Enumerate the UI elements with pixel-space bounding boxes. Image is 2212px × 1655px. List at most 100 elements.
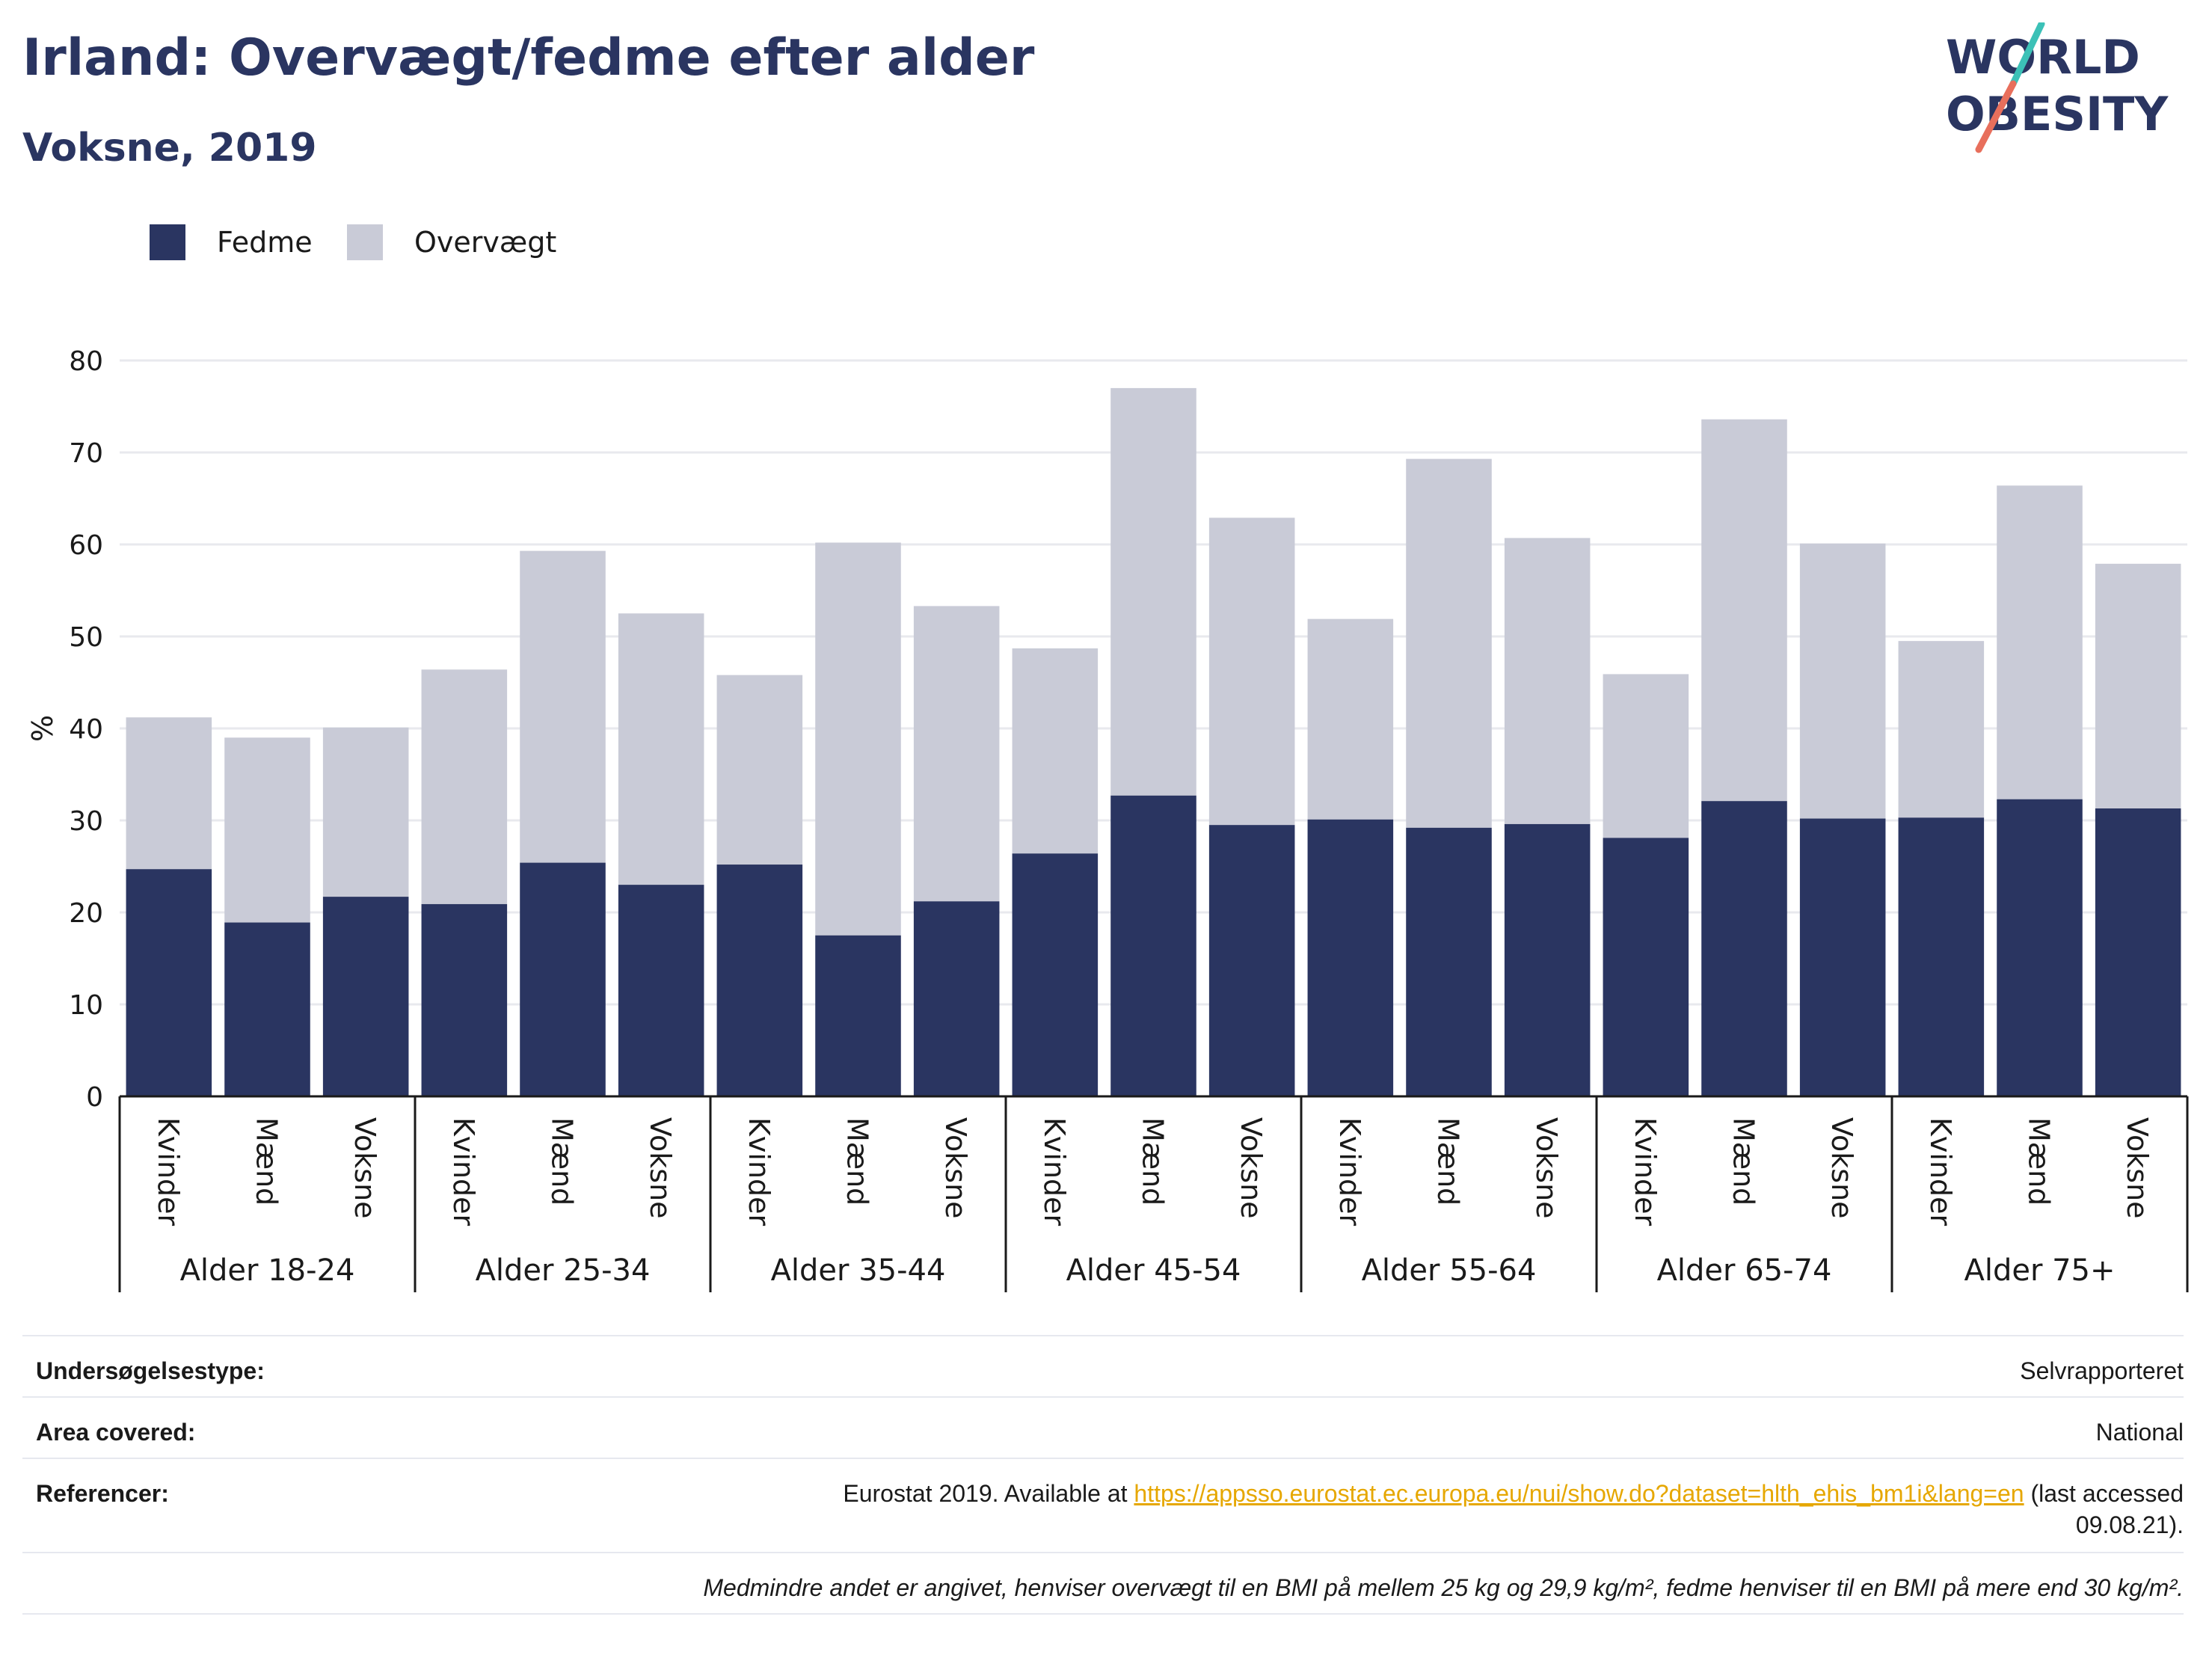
bar-overvaegt-15 (1603, 674, 1689, 838)
bar-overvaegt-20 (2095, 563, 2181, 809)
info-row-footnote: Medmindre andet er angivet, henviser ove… (22, 1552, 2184, 1615)
x-tick-label-11: Voksne (1235, 1117, 1268, 1219)
bar-overvaegt-1 (224, 737, 310, 923)
x-tick-label-3: Kvinder (447, 1117, 480, 1226)
group-label-3: Alder 45-54 (1066, 1253, 1241, 1288)
bar-fedme-5 (618, 885, 704, 1096)
bar-overvaegt-17 (1799, 543, 1886, 819)
x-tick-label-15: Kvinder (1629, 1117, 1662, 1226)
area-value: National (2095, 1419, 2184, 1446)
y-tick-label-60: 60 (69, 530, 103, 561)
bar-fedme-12 (1307, 819, 1394, 1096)
group-label-1: Alder 25-34 (476, 1253, 651, 1288)
bar-overvaegt-3 (421, 669, 508, 904)
bar-fedme-11 (1208, 825, 1295, 1096)
legend-swatch-overvaegt (347, 224, 383, 260)
x-tick-label-12: Kvinder (1333, 1117, 1366, 1226)
logo-line-2: OBESITY (1946, 87, 2169, 141)
bar-fedme-8 (913, 901, 1000, 1096)
legend-label-overvaegt: Overvægt (414, 226, 557, 259)
bar-overvaegt-4 (520, 550, 606, 863)
bar-overvaegt-0 (126, 717, 212, 870)
bar-overvaegt-14 (1504, 538, 1591, 824)
group-label-6: Alder 75+ (1964, 1253, 2115, 1288)
bar-overvaegt-2 (322, 727, 409, 897)
y-tick-label-10: 10 (69, 990, 103, 1021)
x-tick-label-1: Mænd (251, 1117, 283, 1206)
bar-overvaegt-16 (1701, 419, 1787, 802)
group-label-2: Alder 35-44 (771, 1253, 946, 1288)
x-tick-label-16: Mænd (1727, 1117, 1760, 1206)
references-label: Referencer: (36, 1480, 169, 1507)
bar-overvaegt-13 (1406, 458, 1492, 828)
bar-fedme-17 (1799, 818, 1886, 1096)
y-tick-label-50: 50 (69, 622, 103, 653)
x-tick-label-0: Kvinder (152, 1117, 185, 1226)
logo-slash-teal (2009, 22, 2045, 87)
x-tick-label-2: Voksne (348, 1117, 381, 1219)
logo-slash-coral (1975, 80, 2017, 153)
bar-fedme-1 (224, 922, 310, 1096)
page-title: Irland: Overvægt/fedme efter alder (22, 28, 1035, 87)
bar-fedme-2 (322, 897, 409, 1096)
y-tick-label-20: 20 (69, 898, 103, 929)
y-tick-label-80: 80 (69, 346, 103, 377)
world-obesity-logo: WORLD OBESITY (1946, 22, 2169, 153)
x-tick-label-8: Voksne (939, 1117, 972, 1219)
bar-overvaegt-8 (913, 606, 1000, 902)
bar-fedme-20 (2095, 808, 2181, 1096)
x-tick-label-19: Mænd (2023, 1117, 2056, 1206)
bar-overvaegt-6 (716, 675, 803, 865)
references-link[interactable]: https://appsso.eurostat.ec.europa.eu/nui… (1134, 1480, 2024, 1507)
page-subtitle: Voksne, 2019 (22, 126, 317, 171)
info-row-references: Referencer: Eurostat 2019. Available at … (22, 1458, 2184, 1552)
x-tick-label-13: Mænd (1432, 1117, 1465, 1206)
bar-overvaegt-9 (1012, 648, 1099, 854)
y-axis-title: % (26, 715, 59, 742)
survey-value: Selvrapporteret (2020, 1357, 2184, 1384)
bar-overvaegt-7 (815, 542, 901, 936)
x-tick-label-20: Voksne (2121, 1117, 2154, 1219)
legend-label-fedme: Fedme (217, 226, 313, 259)
info-row-survey: Undersøgelsestype: Selvrapporteret (22, 1335, 2184, 1396)
x-tick-label-10: Mænd (1137, 1117, 1170, 1206)
legend-swatch-fedme (150, 224, 185, 260)
references-suffix: (last accessed (2030, 1480, 2184, 1507)
x-tick-label-14: Voksne (1530, 1117, 1563, 1219)
bar-fedme-18 (1898, 817, 1985, 1096)
footnote: Medmindre andet er angivet, henviser ove… (703, 1574, 2184, 1601)
x-tick-label-4: Mænd (546, 1117, 579, 1206)
bar-fedme-10 (1110, 795, 1196, 1096)
bar-overvaegt-10 (1110, 387, 1196, 796)
bar-fedme-13 (1406, 827, 1492, 1096)
bar-fedme-9 (1012, 853, 1099, 1096)
x-tick-label-5: Voksne (644, 1117, 677, 1219)
y-tick-label-40: 40 (69, 714, 103, 745)
bar-overvaegt-11 (1208, 518, 1295, 826)
x-tick-label-6: Kvinder (743, 1117, 775, 1226)
x-tick-label-9: Kvinder (1038, 1117, 1071, 1226)
x-tick-label-7: Mænd (841, 1117, 874, 1206)
bar-overvaegt-19 (1997, 485, 2083, 799)
references-line-1: Eurostat 2019. Available at https://apps… (843, 1480, 2184, 1508)
bar-fedme-3 (421, 903, 508, 1096)
bar-fedme-6 (716, 865, 803, 1096)
group-label-5: Alder 65-74 (1657, 1253, 1832, 1288)
bar-overvaegt-18 (1898, 641, 1985, 818)
x-tick-label-17: Voksne (1825, 1117, 1858, 1219)
info-row-area: Area covered: National (22, 1396, 2184, 1458)
x-tick-label-18: Kvinder (1924, 1117, 1957, 1226)
bar-fedme-4 (520, 862, 606, 1096)
bar-overvaegt-5 (618, 613, 704, 885)
bar-fedme-16 (1701, 801, 1787, 1096)
group-label-0: Alder 18-24 (180, 1253, 355, 1288)
area-label: Area covered: (36, 1419, 196, 1446)
group-label-4: Alder 55-64 (1362, 1253, 1537, 1288)
bar-fedme-0 (126, 869, 212, 1096)
bar-fedme-19 (1997, 799, 2083, 1096)
bar-overvaegt-12 (1307, 618, 1394, 820)
references-date: 09.08.21). (2075, 1511, 2184, 1538)
bar-fedme-14 (1504, 823, 1591, 1096)
references-prefix: Eurostat 2019. Available at (843, 1480, 1128, 1507)
logo-line-1: WORLD (1946, 30, 2140, 85)
